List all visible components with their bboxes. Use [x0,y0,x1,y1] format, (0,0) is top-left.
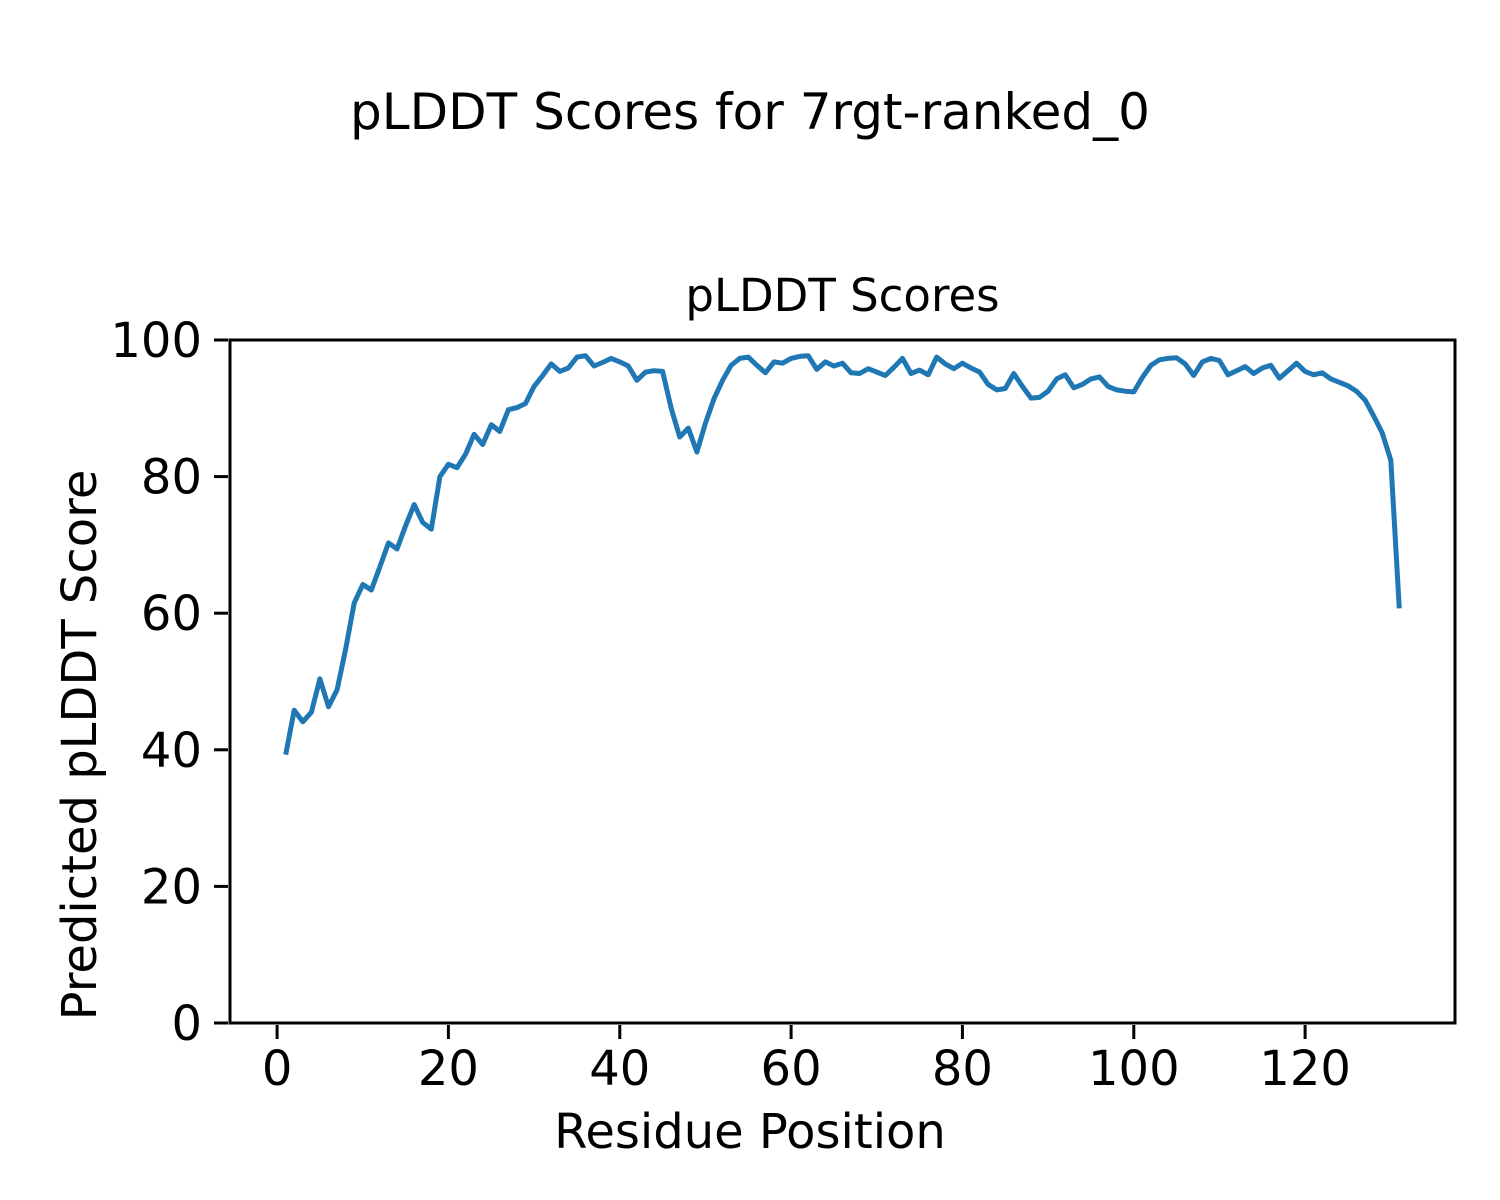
y-tick-label: 40 [141,723,202,779]
x-tick-label: 60 [761,1041,822,1097]
y-tick-label: 60 [141,586,202,642]
x-tick-label: 20 [418,1041,479,1097]
y-tick-label: 20 [141,859,202,915]
x-tick-label: 0 [262,1041,293,1097]
plddt-line [283,353,1402,756]
axes-frame [228,338,1457,1025]
x-tick-label: 100 [1088,1041,1180,1097]
y-tick-label: 100 [110,313,202,369]
x-tick-label: 80 [932,1041,993,1097]
x-axis-label: Residue Position [554,1104,946,1160]
figure-title: pLDDT Scores for 7rgt-ranked_0 [350,83,1150,141]
y-tick-label: 0 [171,996,202,1052]
axes-title: pLDDT Scores [685,269,1000,322]
y-tick-label: 80 [141,450,202,506]
x-tick-label: 120 [1259,1041,1351,1097]
x-tick-label: 40 [589,1041,650,1097]
axis-ticks: 0 20 40 60 80 100 120 0 20 40 60 80 100 [110,313,1351,1097]
